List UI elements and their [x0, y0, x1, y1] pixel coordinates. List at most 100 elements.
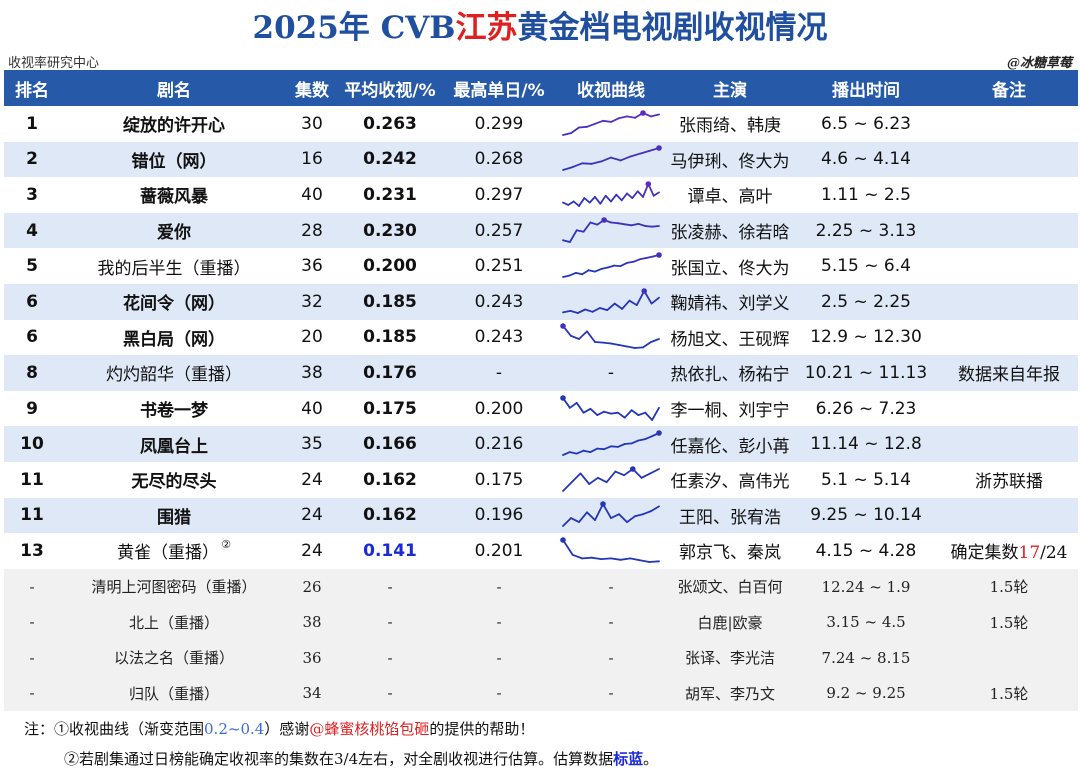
cell-cast: 郭京飞、秦岚 [679, 543, 781, 564]
cell-max-rating: - [444, 604, 554, 640]
cell-airtime: 6.5 ~ 6.23 [821, 113, 911, 134]
footnote-1-c: ）感谢 [264, 720, 310, 738]
sparkline-segment [594, 268, 603, 273]
sparkline-segment [596, 447, 605, 451]
sparkline-segment [569, 309, 579, 314]
cell-name: 清明上河图密码（重播） [60, 568, 288, 605]
sparkline-segment [638, 150, 651, 155]
table-row: 8 灼灼韶华（重播） 38 0.176- - 热依扎、杨祐宁 10.21 ~ 11.13 数据… [4, 355, 1078, 391]
sparkline-segment [562, 539, 574, 556]
cell-name: 北上（重播） [60, 604, 288, 640]
sparkline-peak-point [600, 501, 606, 508]
cell-airtime: 7.24 ~ 8.15 [792, 639, 940, 676]
sparkline-segment [588, 195, 596, 204]
sparkline-segment [583, 197, 591, 204]
cell-curve: - [554, 568, 668, 605]
sparkline-segment [589, 407, 599, 416]
page-title: 2025年 CVB江苏黄金档电视剧收视情况 [0, 2, 1080, 47]
cell-rank: - [4, 639, 60, 676]
sparkline-segment [610, 193, 618, 203]
note-note-post: /24 [1040, 543, 1068, 564]
cell-avg-rating: 0.162 [363, 469, 417, 490]
rating-sparkline [562, 501, 660, 528]
sparkline-segment [604, 194, 612, 203]
cell-avg-rating: 0.162 [336, 497, 444, 534]
rating-sparkline [562, 216, 660, 243]
sparkline-segment [610, 557, 622, 561]
sparkline-segment [574, 272, 584, 276]
cell-note [940, 391, 1078, 427]
sparkline-segment [623, 442, 633, 446]
sparkline-segment [615, 193, 623, 202]
sparkline-segment [581, 269, 590, 276]
sparkline-segment [594, 119, 604, 125]
cell-cast: 白鹿|欧豪 [668, 604, 792, 640]
sparkline-segment [630, 222, 640, 226]
rating-sparkline [562, 287, 660, 314]
sparkline-segment [590, 160, 603, 166]
header-note: 备注 [940, 70, 1078, 106]
sparkline-segment [650, 113, 660, 118]
sparkline-segment [562, 481, 573, 492]
footnotes: 注：①收视曲线（渐变范围0.2~0.4）感谢@蜂蜜核桃馅包砸的提供的帮助！ ②若… [24, 714, 658, 774]
sparkline-segment [596, 410, 605, 416]
cell-max-rating: - [444, 355, 554, 391]
sparkline-segment [578, 330, 588, 341]
sparkline-segment [610, 513, 620, 520]
drama-name: 黑白局（网） [123, 329, 225, 350]
cell-note: 浙苏联播 [975, 472, 1043, 493]
rating-sparkline [560, 394, 660, 421]
sparkline-segment [603, 410, 612, 415]
cell-episodes: 24 [301, 540, 323, 561]
table-header: 排名 剧名 集数 平均收视/% 最高单日/% 收视曲线 主演 播出时间 备注 [4, 70, 1078, 106]
cell-max-rating: 0.257 [444, 212, 554, 249]
sparkline-segment [591, 306, 601, 313]
cell-rank: 11 [20, 469, 44, 490]
cell-max-rating: 0.201 [474, 540, 524, 561]
sparkline-segment [602, 342, 612, 345]
rating-sparkline [562, 465, 660, 492]
cell-rank: 5 [26, 256, 38, 277]
sparkline-segment [597, 476, 608, 483]
sparkline-segment [581, 556, 593, 560]
sparkline-segment [651, 406, 660, 421]
sparkline-peak-point [645, 181, 652, 187]
sparkline-peak-point [656, 145, 662, 152]
cell-avg-rating: 0.175 [363, 398, 417, 419]
sparkline-segment [562, 166, 574, 172]
rating-sparkline [560, 323, 660, 350]
table-row-rerun: - 北上（重播） 38- - - 白鹿|欧豪 3.15 ~ 4.5 1.5轮 [4, 604, 1078, 640]
header-episodes: 集数 [288, 70, 336, 106]
cell-max-rating: 0.268 [444, 141, 554, 178]
sparkline-segment [594, 341, 604, 344]
header-max: 最高单日/% [444, 70, 554, 106]
cell-rank: 4 [4, 212, 60, 249]
sparkline-segment [599, 306, 609, 311]
header-cast: 主演 [668, 70, 792, 106]
cell-cast: 任素汐、高伟光 [670, 472, 790, 493]
cell-curve [554, 391, 668, 427]
sparkline-segment [562, 517, 572, 528]
sparkline-segment [562, 309, 572, 314]
table-row: 11 无尽的尽头 24 0.162 0.175 任素汐、高伟光 5.1 ~ 5.14 浙苏联播 [4, 462, 1078, 498]
sparkline-segment [619, 557, 632, 561]
sparkline-peak-point [560, 323, 566, 330]
sparkline-segment [644, 411, 653, 421]
cell-name: 我的后半生（重播） [60, 248, 288, 284]
cell-airtime: 1.11 ~ 2.5 [821, 184, 911, 205]
sparkline-segment [637, 411, 647, 416]
cell-episodes: 40 [301, 184, 323, 205]
cell-note [940, 212, 1078, 249]
sparkline-segment [626, 115, 636, 119]
cell-name: 以法之名（重播） [60, 639, 288, 676]
sparkline-segment [610, 221, 619, 224]
drama-name: 绽放的许开心 [123, 116, 225, 137]
cell-airtime: 9.25 ~ 10.14 [792, 497, 940, 534]
cell-rank: 1 [26, 113, 38, 134]
cell-rank: 2 [4, 141, 60, 178]
cell-curve [554, 212, 668, 249]
sparkline-segment [617, 443, 626, 448]
sparkline-segment [619, 156, 632, 162]
header-avg: 平均收视/% [336, 70, 444, 106]
cell-cast: 张雨绮、韩庚 [679, 116, 781, 137]
